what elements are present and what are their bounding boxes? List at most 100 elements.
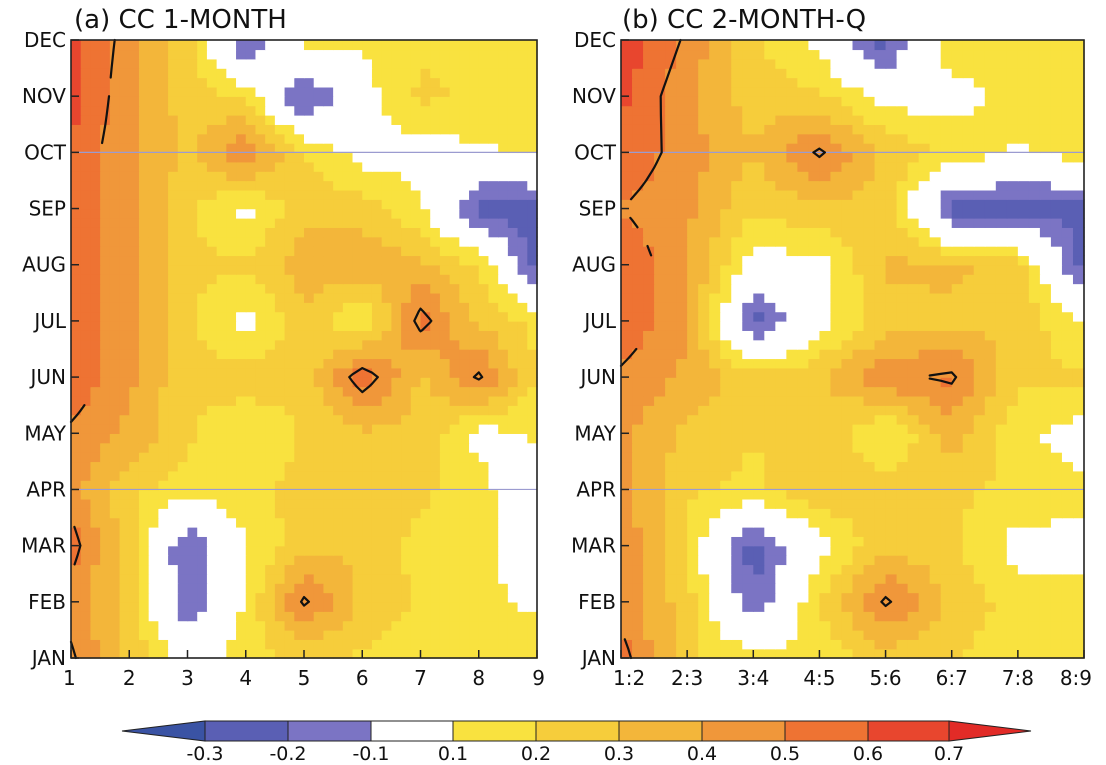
heatmap-cell — [148, 395, 160, 406]
heatmap-cell — [333, 386, 344, 397]
heatmap-cell — [449, 601, 461, 612]
heatmap-cell — [498, 217, 509, 228]
heatmap-cell — [973, 442, 986, 453]
heatmap-cell — [352, 349, 363, 360]
heatmap-cell — [459, 49, 470, 60]
heatmap-cell — [401, 498, 412, 509]
heatmap-cell — [676, 367, 688, 378]
heatmap-cell — [951, 442, 964, 453]
heatmap-cell — [362, 40, 373, 51]
heatmap-cell — [401, 601, 412, 612]
heatmap-cell — [119, 526, 130, 537]
heatmap-cell — [665, 629, 677, 640]
heatmap-cell — [863, 367, 876, 378]
x-tick-label: 9 — [532, 666, 545, 690]
heatmap-cell — [226, 143, 237, 154]
heatmap-cell — [216, 639, 228, 650]
heatmap-cell — [665, 583, 677, 594]
heatmap-cell — [206, 564, 218, 575]
heatmap-cell — [830, 555, 843, 566]
heatmap-cell — [797, 620, 810, 631]
heatmap-cell — [643, 405, 655, 416]
heatmap-cell — [216, 573, 228, 584]
heatmap-cell — [323, 517, 334, 528]
heatmap-cell — [459, 526, 470, 537]
heatmap-cell — [274, 480, 286, 491]
heatmap-cell — [333, 395, 344, 406]
heatmap-cell — [621, 470, 633, 481]
heatmap-cell — [430, 648, 441, 659]
heatmap-cell — [819, 283, 832, 294]
heatmap-cell — [764, 302, 777, 313]
heatmap-cell — [158, 227, 169, 238]
heatmap-cell — [333, 639, 344, 650]
heatmap-cell — [449, 105, 461, 116]
heatmap-cell — [187, 292, 198, 303]
heatmap-cell — [929, 405, 942, 416]
panel-a-field — [71, 40, 538, 659]
heatmap-cell — [401, 442, 412, 453]
heatmap-cell — [469, 611, 480, 622]
heatmap-cell — [119, 58, 130, 69]
heatmap-cell — [129, 77, 140, 88]
heatmap-cell — [907, 377, 920, 388]
heatmap-cell — [371, 208, 383, 219]
heatmap-cell — [962, 330, 975, 341]
heatmap-cell — [808, 461, 821, 472]
heatmap-cell — [362, 124, 373, 135]
heatmap-cell — [896, 498, 909, 509]
heatmap-cell — [177, 480, 189, 491]
heatmap-cell — [342, 367, 354, 378]
heatmap-cell — [498, 349, 509, 360]
heatmap-cell — [430, 555, 441, 566]
heatmap-cell — [962, 648, 975, 659]
heatmap-cell — [517, 217, 528, 228]
heatmap-cell — [333, 86, 344, 97]
heatmap-cell — [507, 143, 519, 154]
heatmap-cell — [206, 114, 218, 125]
heatmap-cell — [265, 583, 276, 594]
heatmap-cell — [469, 405, 480, 416]
heatmap-cell — [109, 77, 121, 88]
heatmap-cell — [245, 114, 257, 125]
heatmap-cell — [676, 395, 688, 406]
heatmap-cell — [962, 339, 975, 350]
heatmap-cell — [158, 161, 169, 172]
heatmap-cell — [197, 629, 208, 640]
heatmap-cell — [255, 143, 266, 154]
heatmap-cell — [984, 423, 997, 434]
heatmap-cell — [918, 611, 931, 622]
heatmap-cell — [420, 564, 431, 575]
heatmap-cell — [410, 536, 422, 547]
heatmap-cell — [129, 171, 140, 182]
heatmap-cell — [687, 395, 699, 406]
heatmap-cell — [226, 601, 237, 612]
heatmap-cell — [236, 96, 247, 107]
heatmap-cell — [1061, 423, 1074, 434]
heatmap-cell — [507, 349, 519, 360]
heatmap-cell — [274, 545, 286, 556]
heatmap-cell — [168, 433, 179, 444]
heatmap-cell — [517, 526, 528, 537]
heatmap-cell — [109, 161, 121, 172]
heatmap-cell — [764, 311, 777, 322]
heatmap-cell — [80, 236, 92, 247]
heatmap-cell — [459, 620, 470, 631]
heatmap-cell — [449, 629, 461, 640]
heatmap-cell — [819, 555, 832, 566]
heatmap-cell — [621, 573, 633, 584]
heatmap-cell — [951, 583, 964, 594]
heatmap-cell — [333, 423, 344, 434]
heatmap-cell — [449, 320, 461, 331]
heatmap-cell — [265, 367, 276, 378]
heatmap-cell — [148, 208, 160, 219]
heatmap-cell — [885, 555, 898, 566]
heatmap-cell — [226, 414, 237, 425]
heatmap-cell — [245, 292, 257, 303]
heatmap-cell — [313, 601, 325, 612]
heatmap-cell — [698, 283, 710, 294]
heatmap-cell — [676, 292, 688, 303]
heatmap-cell — [430, 508, 441, 519]
heatmap-cell — [676, 433, 688, 444]
heatmap-cell — [439, 395, 451, 406]
